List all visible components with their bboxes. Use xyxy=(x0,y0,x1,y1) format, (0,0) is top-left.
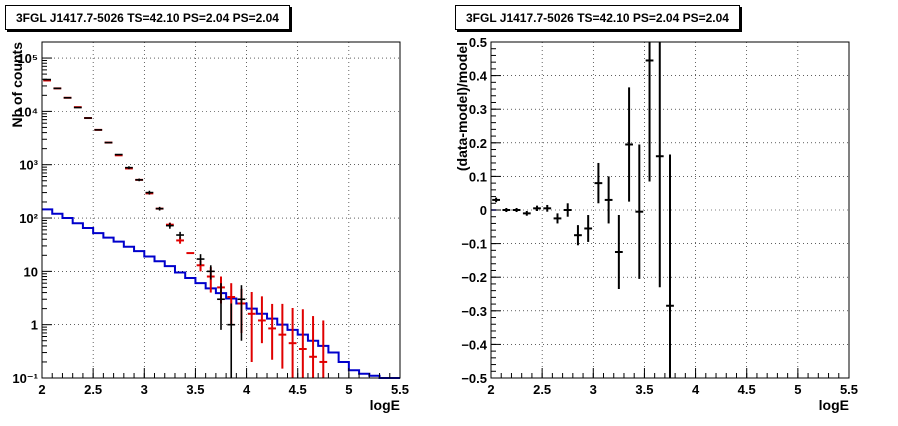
series-layer xyxy=(491,42,674,378)
grid xyxy=(42,42,400,378)
axes: 2 2.5 3 3.5 4 4.5 5 5.5 −0.5 −0.4 −0.3 −0.2 −0.1 0 0.1… xyxy=(461,35,858,397)
y-tick-label: 10 xyxy=(24,264,38,279)
y-tick-label: 0.5 xyxy=(469,35,487,50)
y-tick-label: 10⁴ xyxy=(17,104,38,119)
model-point xyxy=(247,291,256,362)
component-histogram xyxy=(42,208,400,379)
model-point xyxy=(278,303,287,369)
residual-point xyxy=(604,176,613,224)
y-tick-label: 10⁵ xyxy=(17,51,38,66)
plot-border xyxy=(41,41,401,379)
counts-plot: 2 2.5 3 3.5 4 4.5 5 5.5 10⁻¹ 1 10 10² 10³ 10⁴ 10⁵ logE… xyxy=(9,41,409,413)
y-tick-label: 1 xyxy=(31,318,38,333)
residual-point xyxy=(655,42,664,288)
y-tick-label: −0.3 xyxy=(461,304,487,319)
axes: 2 2.5 3 3.5 4 4.5 5 5.5 10⁻¹ 1 10 10² 10³ 10⁴ 10⁵ xyxy=(12,41,409,397)
residual-point xyxy=(533,205,541,212)
data-point xyxy=(206,265,215,280)
residual-point xyxy=(645,42,654,182)
x-tick-label: 2.5 xyxy=(533,382,551,397)
y-tick-label: 10⁻¹ xyxy=(12,371,38,386)
residual-point xyxy=(666,154,674,378)
x-tick-label: 3.5 xyxy=(186,382,204,397)
residual-point xyxy=(522,211,531,216)
counts-pad: 2 2.5 3 3.5 4 4.5 5 5.5 10⁻¹ 1 10 10² 10³ 10⁴ 10⁵ logE… xyxy=(0,0,449,421)
data-point xyxy=(237,285,246,341)
y-tick-label: 0 xyxy=(480,203,487,218)
y-tick-label: −0.4 xyxy=(461,337,487,352)
y-tick-label: 0.4 xyxy=(469,69,488,84)
residual-point xyxy=(574,225,582,246)
grid xyxy=(491,42,849,378)
residual-point xyxy=(512,207,521,213)
y-tick-label: −0.1 xyxy=(461,237,487,252)
x-tick-label: 2 xyxy=(487,382,494,397)
x-tick-label: 4.5 xyxy=(289,382,307,397)
y-tick-label: 0.1 xyxy=(469,169,487,184)
x-tick-label: 3.5 xyxy=(635,382,653,397)
data-point xyxy=(165,222,174,229)
data-point xyxy=(217,283,225,330)
residual-point xyxy=(563,203,572,217)
residual-point xyxy=(492,197,501,203)
residual-point xyxy=(584,215,593,242)
y-tick-label: −0.2 xyxy=(461,270,487,285)
chart-title: 3FGL J1417.7-5026 TS=42.10 PS=2.04 PS=2.… xyxy=(5,5,290,30)
model-point xyxy=(258,296,266,344)
chart-title: 3FGL J1417.7-5026 TS=42.10 PS=2.04 PS=2.… xyxy=(455,5,740,30)
residual-point xyxy=(614,215,623,289)
data-point xyxy=(176,231,184,239)
x-tick-label: 5 xyxy=(794,382,801,397)
x-axis-label: logE xyxy=(819,397,849,413)
model-point xyxy=(298,309,307,378)
residual-point xyxy=(625,87,633,202)
data-point xyxy=(227,303,236,378)
residual-point xyxy=(594,162,603,204)
y-tick-label: 10² xyxy=(19,211,38,226)
residuals-plot: 2 2.5 3 3.5 4 4.5 5 5.5 −0.5 −0.4 −0.3 −0.2 −0.1 0 0.1… xyxy=(454,35,858,413)
x-tick-label: 4 xyxy=(243,382,251,397)
x-tick-label: 4.5 xyxy=(738,382,756,397)
y-axis-label: Nb of counts xyxy=(9,42,25,128)
x-axis-label: logE xyxy=(370,397,400,413)
data-point xyxy=(135,178,144,182)
model-point xyxy=(268,303,277,360)
x-tick-label: 4 xyxy=(692,382,700,397)
residuals-pad: 2 2.5 3 3.5 4 4.5 5 5.5 −0.5 −0.4 −0.3 −0.2 −0.1 0 0.1… xyxy=(449,0,898,421)
x-tick-label: 5.5 xyxy=(391,382,409,397)
model-point xyxy=(288,308,297,378)
y-tick-label: −0.5 xyxy=(461,371,487,386)
residual-point xyxy=(543,204,552,212)
x-tick-label: 3 xyxy=(141,382,148,397)
y-axis-label: (data-model)/model xyxy=(454,42,470,171)
residual-point xyxy=(502,207,511,213)
residual-point xyxy=(635,144,644,279)
x-tick-label: 2 xyxy=(38,382,45,397)
data-point xyxy=(125,166,133,170)
x-tick-label: 5.5 xyxy=(840,382,858,397)
residual-point xyxy=(553,213,562,224)
y-tick-label: 0.2 xyxy=(469,136,487,151)
model-point xyxy=(319,320,328,378)
series-layer xyxy=(42,78,400,379)
x-tick-label: 3 xyxy=(590,382,597,397)
data-point xyxy=(196,254,205,266)
data-point xyxy=(145,190,154,195)
x-tick-label: 5 xyxy=(345,382,352,397)
data-point xyxy=(155,206,164,211)
y-tick-label: 10³ xyxy=(19,158,38,173)
y-tick-label: 0.3 xyxy=(469,102,487,117)
x-tick-label: 2.5 xyxy=(84,382,102,397)
model-point xyxy=(309,316,317,378)
